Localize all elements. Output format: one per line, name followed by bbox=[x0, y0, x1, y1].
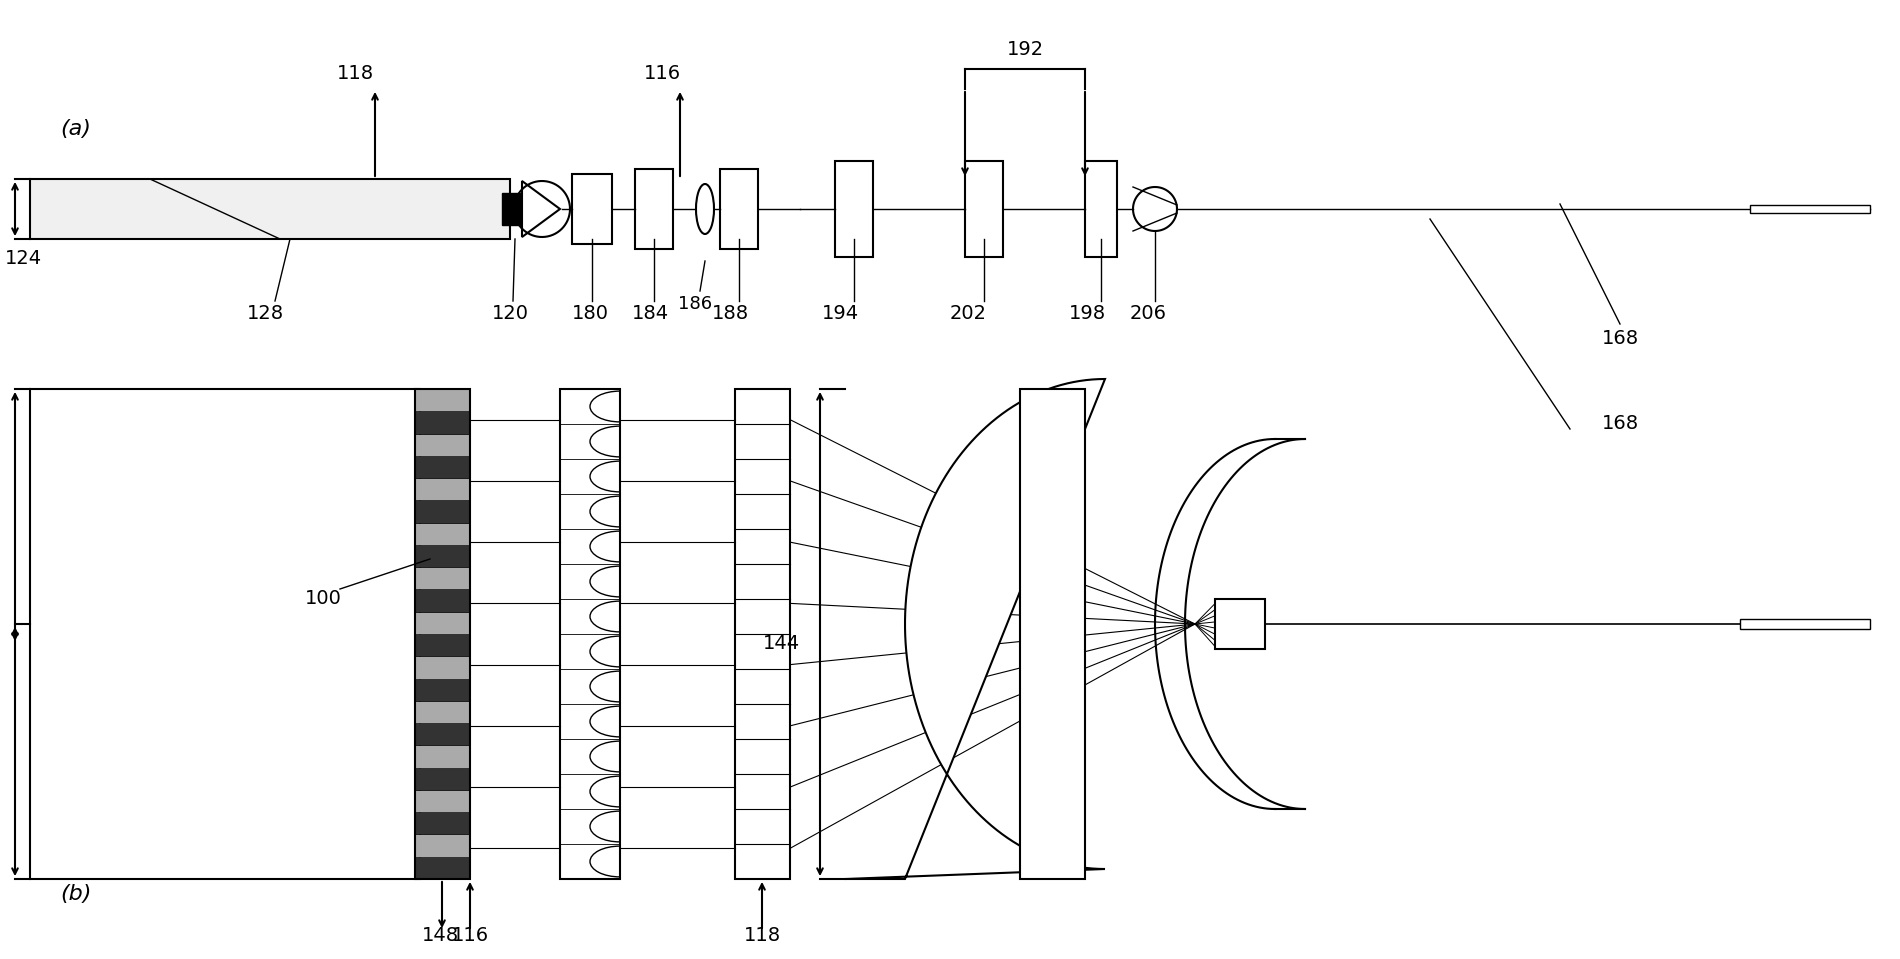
Bar bbox=[414, 590, 469, 612]
Text: (a): (a) bbox=[61, 119, 91, 139]
Bar bbox=[1214, 599, 1265, 649]
Bar bbox=[502, 193, 521, 225]
Text: 198: 198 bbox=[1068, 304, 1106, 323]
Text: 148: 148 bbox=[422, 926, 460, 945]
Bar bbox=[414, 634, 469, 656]
Bar bbox=[414, 523, 469, 545]
Bar bbox=[414, 411, 469, 433]
Bar bbox=[1740, 619, 1870, 629]
Bar bbox=[414, 612, 469, 634]
Bar bbox=[414, 701, 469, 723]
Bar bbox=[1750, 205, 1870, 213]
Bar bbox=[414, 389, 469, 879]
Bar bbox=[414, 479, 469, 501]
Text: 180: 180 bbox=[572, 304, 608, 323]
Bar bbox=[414, 856, 469, 879]
Text: 120: 120 bbox=[492, 304, 528, 323]
Text: 144: 144 bbox=[764, 634, 800, 653]
Bar bbox=[30, 389, 420, 879]
Bar bbox=[414, 501, 469, 523]
Text: 118: 118 bbox=[745, 926, 781, 945]
Bar bbox=[720, 169, 758, 249]
Bar bbox=[414, 790, 469, 812]
Text: 116: 116 bbox=[452, 926, 488, 945]
Text: 124: 124 bbox=[6, 249, 42, 268]
Bar bbox=[414, 745, 469, 767]
Ellipse shape bbox=[695, 184, 714, 234]
Bar bbox=[414, 567, 469, 590]
Text: 192: 192 bbox=[1007, 40, 1043, 59]
Text: 168: 168 bbox=[1602, 414, 1638, 433]
Bar bbox=[560, 389, 619, 879]
Bar bbox=[572, 174, 612, 244]
Text: 100: 100 bbox=[306, 589, 342, 608]
Bar bbox=[414, 389, 469, 411]
Text: 206: 206 bbox=[1129, 304, 1167, 323]
Text: (b): (b) bbox=[61, 884, 91, 904]
Text: 186: 186 bbox=[678, 295, 712, 313]
Bar bbox=[414, 723, 469, 745]
Bar bbox=[635, 169, 673, 249]
Bar bbox=[1020, 389, 1085, 879]
Bar bbox=[414, 834, 469, 856]
Polygon shape bbox=[846, 379, 1106, 879]
Text: 194: 194 bbox=[821, 304, 859, 323]
Text: 188: 188 bbox=[711, 304, 749, 323]
Bar bbox=[965, 161, 1003, 257]
Bar bbox=[1085, 161, 1117, 257]
Bar bbox=[735, 389, 790, 879]
Text: 128: 128 bbox=[247, 304, 283, 323]
Bar bbox=[414, 812, 469, 834]
Bar bbox=[414, 656, 469, 679]
Bar bbox=[414, 767, 469, 790]
Polygon shape bbox=[522, 181, 560, 237]
Bar bbox=[414, 456, 469, 479]
Text: 168: 168 bbox=[1602, 329, 1638, 348]
Bar bbox=[414, 679, 469, 701]
Text: 118: 118 bbox=[336, 64, 374, 83]
Text: 202: 202 bbox=[950, 304, 986, 323]
Bar bbox=[414, 433, 469, 456]
Bar bbox=[414, 545, 469, 567]
Bar bbox=[30, 179, 509, 239]
Text: 184: 184 bbox=[631, 304, 669, 323]
Bar bbox=[834, 161, 872, 257]
Text: 116: 116 bbox=[644, 64, 680, 83]
